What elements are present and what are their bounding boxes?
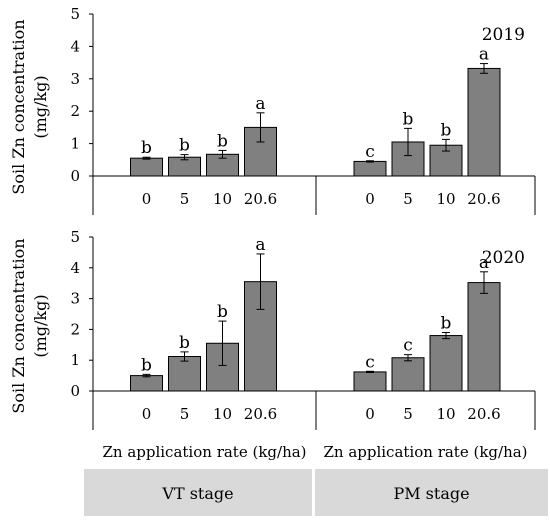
x-tick-label: 20.6 (244, 405, 277, 423)
y-tick-label: 3 (70, 290, 80, 308)
significance-letter: b (217, 131, 228, 151)
x-tick-label: 0 (365, 405, 375, 423)
bar (130, 375, 163, 392)
x-tick-label: 10 (436, 190, 455, 208)
y-tick-label: 0 (70, 382, 80, 400)
x-tick-label: 20.6 (467, 190, 500, 208)
y-tick-label: 5 (70, 228, 80, 246)
significance-letter: a (479, 45, 489, 65)
y-tick-label: 2 (70, 102, 80, 120)
y-tick-label: 2 (70, 320, 80, 338)
x-tick-label: 10 (436, 405, 455, 423)
significance-letter: b (179, 333, 190, 353)
bar (467, 67, 501, 177)
y-tick-label: 1 (70, 351, 80, 369)
significance-letter: c (403, 336, 413, 356)
bar (168, 356, 201, 392)
bar (429, 335, 463, 392)
x-tick-label: 0 (365, 190, 375, 208)
y-axis-title-line: (mg/kg) (31, 75, 50, 138)
significance-letter: c (365, 142, 375, 162)
significance-letter: b (441, 120, 452, 140)
bar (353, 160, 387, 177)
stage-box (84, 469, 312, 516)
x-tick-label: 0 (142, 190, 152, 208)
stage-box (315, 469, 548, 516)
x-tick-label: 0 (142, 405, 152, 423)
significance-letter: a (255, 94, 265, 114)
x-tick-label: 5 (403, 190, 413, 208)
y-tick-label: 4 (70, 259, 80, 277)
significance-letter: b (141, 355, 152, 375)
significance-letter: b (441, 313, 452, 333)
x-axis-title-vt: Zn application rate (kg/ha) (102, 443, 306, 461)
y-tick-label: 4 (70, 37, 80, 55)
bar (130, 157, 163, 177)
significance-letter: b (179, 136, 190, 156)
significance-letter: c (365, 352, 375, 372)
x-tick-label: 5 (180, 190, 190, 208)
significance-letter: b (403, 109, 414, 129)
significance-letter: b (141, 138, 152, 158)
x-tick-label: 10 (213, 405, 232, 423)
y-tick-label: 5 (70, 5, 80, 23)
y-axis-title: Soil Zn concentration (mg/kg) (9, 238, 50, 413)
chart-panel-2019: 0 1 2 3 4 5 2019 b 0 b 5 b 10 a 20.6 c 0 b 5 b 10 a 20.6 Soil Z… (9, 5, 536, 215)
significance-letter: a (479, 253, 489, 273)
x-tick-label: 20.6 (467, 405, 500, 423)
significance-letter: b (217, 302, 228, 322)
y-axis-title: Soil Zn concentration (mg/kg) (9, 19, 50, 194)
y-tick-label: 1 (70, 135, 80, 153)
x-tick-label: 5 (180, 405, 190, 423)
y-tick-label: 3 (70, 70, 80, 88)
panel-year-label: 2020 (482, 248, 525, 268)
significance-letter: a (255, 235, 265, 255)
x-tick-label: 20.6 (244, 190, 277, 208)
stage-label: VT stage (161, 484, 233, 503)
x-tick-label: 5 (403, 405, 413, 423)
bar (353, 371, 387, 392)
y-axis-title-line: (mg/kg) (31, 294, 50, 357)
stage-label: PM stage (393, 484, 469, 503)
y-axis-title-line: Soil Zn concentration (9, 238, 28, 413)
x-axis-title-pm: Zn application rate (kg/ha) (323, 443, 527, 461)
x-tick-label: 10 (213, 190, 232, 208)
bar (467, 282, 501, 392)
bar (391, 357, 425, 392)
y-axis-title-line: Soil Zn concentration (9, 19, 28, 194)
panel-year-label: 2019 (482, 25, 525, 45)
y-tick-label: 0 (70, 167, 80, 185)
chart-panel-2020: 0 1 2 3 4 5 2020 b 0 b 5 b 10 a 20.6 c 0 c 5 b 10 a 20.6 Soil Z… (9, 228, 536, 430)
